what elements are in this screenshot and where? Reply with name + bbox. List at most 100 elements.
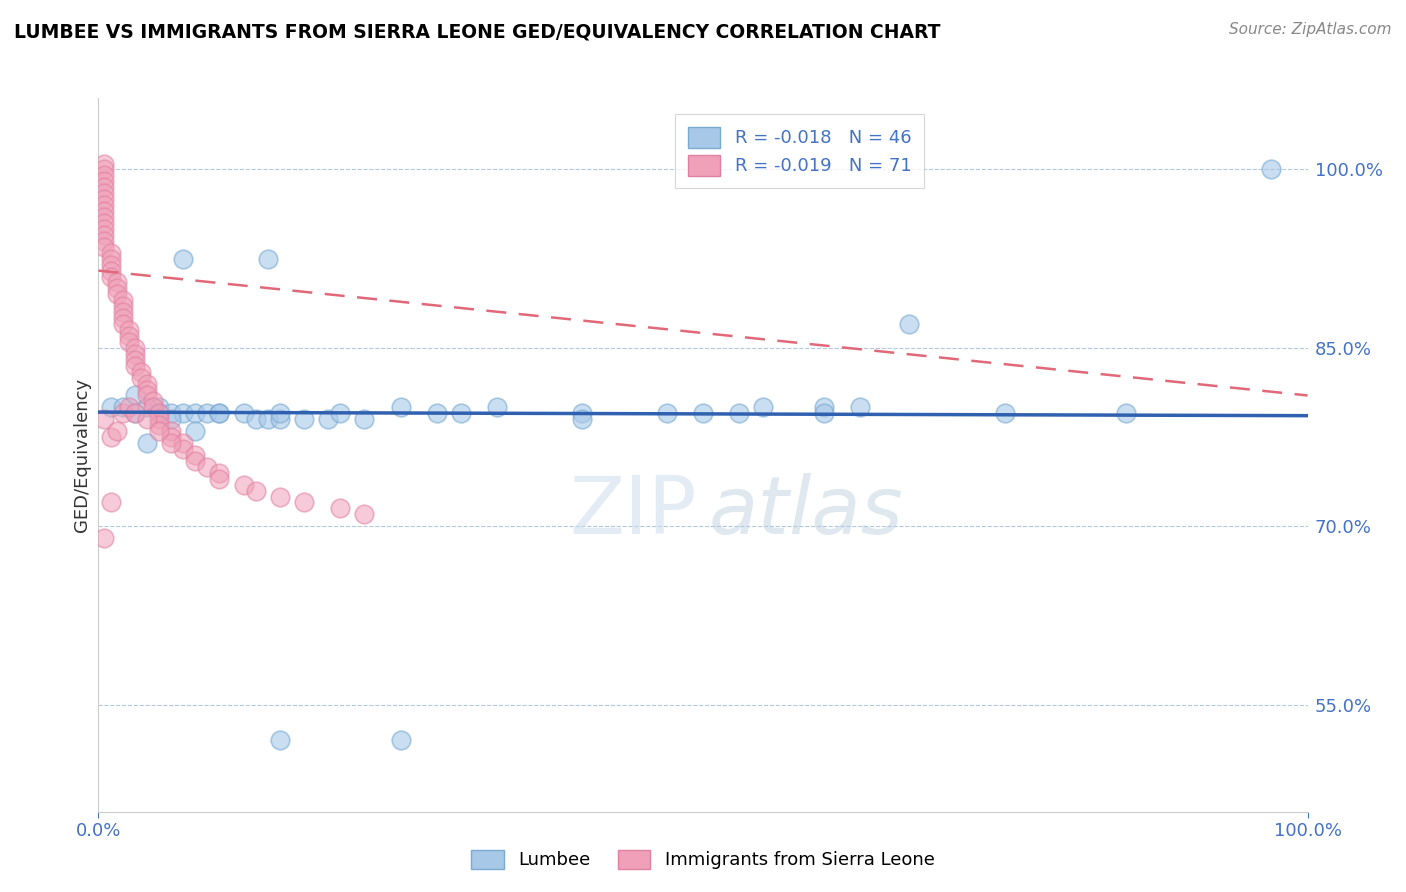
Point [93, 174, 115, 188]
Point [93, 234, 115, 248]
Point [245, 412, 267, 426]
Point [232, 406, 254, 420]
Point [118, 401, 141, 415]
Point [256, 252, 278, 266]
Point [93, 240, 115, 254]
Point [571, 412, 593, 426]
Point [135, 388, 157, 402]
Point [135, 436, 157, 450]
Text: LUMBEE VS IMMIGRANTS FROM SIERRA LEONE GED/EQUIVALENCY CORRELATION CHART: LUMBEE VS IMMIGRANTS FROM SIERRA LEONE G… [14, 22, 941, 41]
Point [256, 412, 278, 426]
Point [100, 263, 122, 277]
Point [245, 483, 267, 498]
Point [111, 311, 134, 326]
Point [118, 323, 141, 337]
Point [172, 436, 194, 450]
Point [118, 329, 141, 343]
Point [208, 406, 231, 420]
Point [752, 401, 775, 415]
Point [426, 406, 449, 420]
Point [897, 317, 920, 331]
Point [353, 412, 375, 426]
Point [172, 252, 194, 266]
Point [118, 334, 141, 349]
Point [93, 222, 115, 236]
Point [172, 406, 194, 420]
Point [100, 245, 122, 260]
Point [129, 365, 152, 379]
Point [111, 293, 134, 308]
Point [160, 412, 183, 426]
Point [269, 406, 291, 420]
Point [124, 388, 146, 402]
Point [93, 216, 115, 230]
Point [135, 412, 157, 426]
Point [353, 508, 375, 522]
Point [105, 424, 128, 438]
Point [269, 412, 291, 426]
Point [93, 412, 115, 426]
Point [655, 406, 678, 420]
Point [93, 227, 115, 242]
Point [124, 341, 146, 355]
Legend: R = -0.018   N = 46, R = -0.019   N = 71: R = -0.018 N = 46, R = -0.019 N = 71 [675, 114, 924, 188]
Point [160, 424, 183, 438]
Point [184, 424, 207, 438]
Point [1260, 162, 1282, 177]
Point [100, 430, 122, 444]
Point [450, 406, 472, 420]
Text: Source: ZipAtlas.com: Source: ZipAtlas.com [1229, 22, 1392, 37]
Point [124, 359, 146, 373]
Point [148, 406, 170, 420]
Point [93, 192, 115, 206]
Point [124, 406, 146, 420]
Point [184, 406, 207, 420]
Point [100, 258, 122, 272]
Point [105, 281, 128, 295]
Point [486, 401, 509, 415]
Point [111, 406, 134, 420]
Point [148, 401, 170, 415]
Point [142, 394, 165, 409]
Point [111, 401, 134, 415]
Point [135, 376, 157, 391]
Point [111, 305, 134, 319]
Point [111, 299, 134, 313]
Point [124, 352, 146, 367]
Point [93, 180, 115, 194]
Point [184, 454, 207, 468]
Text: atlas: atlas [709, 473, 904, 551]
Point [93, 162, 115, 177]
Point [692, 406, 714, 420]
Point [329, 406, 352, 420]
Point [93, 210, 115, 224]
Point [100, 269, 122, 284]
Point [93, 198, 115, 212]
Point [93, 531, 115, 545]
Point [100, 495, 122, 509]
Point [135, 401, 157, 415]
Point [160, 436, 183, 450]
Point [316, 412, 339, 426]
Point [100, 252, 122, 266]
Point [994, 406, 1017, 420]
Point [389, 401, 412, 415]
Point [105, 287, 128, 301]
Point [148, 424, 170, 438]
Point [208, 472, 231, 486]
Point [124, 406, 146, 420]
Point [849, 401, 872, 415]
Point [269, 490, 291, 504]
Point [148, 418, 170, 433]
Point [148, 412, 170, 426]
Point [172, 442, 194, 456]
Point [389, 733, 412, 747]
Point [208, 406, 231, 420]
Point [195, 406, 218, 420]
Point [728, 406, 751, 420]
Point [292, 412, 315, 426]
Point [184, 448, 207, 462]
Point [232, 477, 254, 491]
Point [292, 495, 315, 509]
Point [93, 169, 115, 183]
